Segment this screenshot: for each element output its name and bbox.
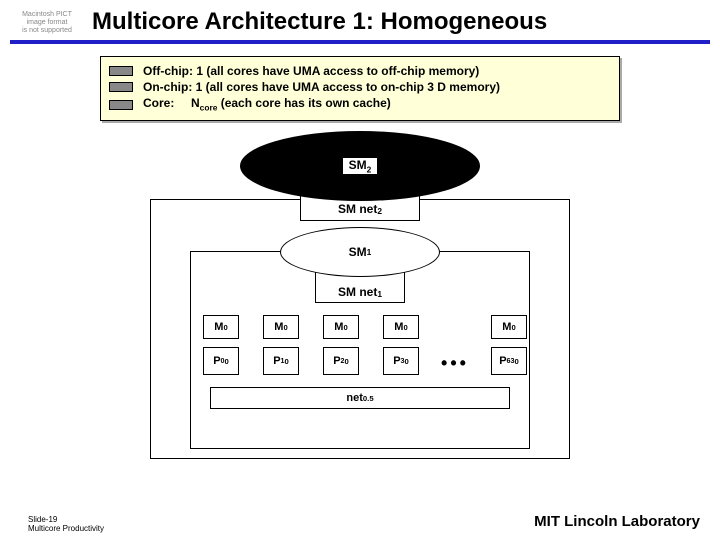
legend-text: Off-chip: 1 (all cores have UMA access t… [143,63,479,79]
architecture-diagram: SM2 SM net2 SM1 SM net1 M0P00M0P10M0P20M… [150,131,570,461]
core-column: M0P20 [320,315,362,375]
memory-box: M0 [383,315,419,339]
core-column: M0P10 [260,315,302,375]
core-column: M0P00 [200,315,242,375]
footer-right: MIT Lincoln Laboratory [534,513,700,530]
legend-box: Off-chip: 1 (all cores have UMA access t… [100,56,620,121]
slide-series: Multicore Productivity [28,525,104,534]
core-column: M0 P630 [488,315,530,375]
pict-line: image format [10,19,84,27]
processor-box: P630 [491,347,527,375]
title-rule [10,40,710,44]
pict-line: is not supported [10,27,84,35]
sm2-label: SM2 [343,158,378,174]
cores-row: M0P00M0P10M0P20M0P30•••M0P630 [200,315,530,375]
legend-text: Core: Ncore (each core has its own cache… [143,95,391,114]
memory-box: M0 [323,315,359,339]
legend-text: On-chip: 1 (all cores have UMA access to… [143,79,500,95]
net-bar: net0.5 [210,387,510,409]
memory-box: M0 [491,315,527,339]
page-title: Multicore Architecture 1: Homogeneous [84,6,547,36]
ellipsis-dots: ••• [440,353,470,374]
legend-row: Core: Ncore (each core has its own cache… [109,95,611,114]
legend-swatch [109,82,133,92]
processor-box: P00 [203,347,239,375]
sm1-ellipse: SM1 [280,227,440,277]
legend-swatch [109,66,133,76]
processor-box: P10 [263,347,299,375]
processor-box: P20 [323,347,359,375]
legend-row: Off-chip: 1 (all cores have UMA access t… [109,63,611,79]
core-column: M0P30 [380,315,422,375]
memory-box: M0 [203,315,239,339]
processor-box: P30 [383,347,419,375]
sm2-ellipse: SM2 [240,131,480,201]
legend-swatch [109,100,133,110]
legend-row: On-chip: 1 (all cores have UMA access to… [109,79,611,95]
memory-box: M0 [263,315,299,339]
pict-placeholder: Macintosh PICT image format is not suppo… [10,7,84,34]
footer-left: Slide-19 Multicore Productivity [28,516,104,534]
pict-line: Macintosh PICT [10,11,84,19]
